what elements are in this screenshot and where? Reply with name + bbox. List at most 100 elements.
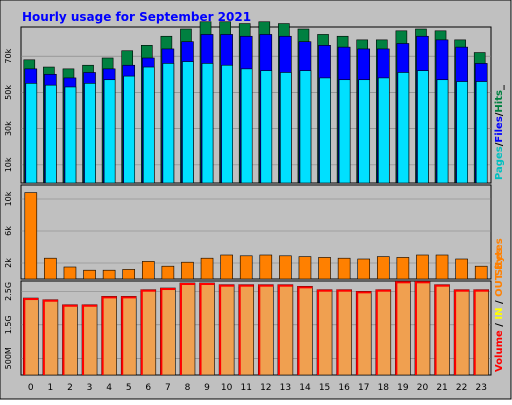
legend-text: Sites <box>494 248 505 276</box>
legend-entry: _ <box>494 85 505 90</box>
x-tick-label: 4 <box>106 383 112 393</box>
bar-volume-2 <box>62 304 78 376</box>
bar-volume-top <box>317 289 333 292</box>
bar-volume-edge <box>258 284 261 375</box>
bar-volume-14 <box>297 286 313 376</box>
x-tick-label: 11 <box>240 383 251 393</box>
x-tick-label: 2 <box>67 383 73 393</box>
bar-volume-0 <box>22 297 39 376</box>
x-tick-label: 6 <box>145 383 151 393</box>
x-tick-label: 1 <box>48 383 54 393</box>
legend-entry: Volume <box>494 330 505 372</box>
legend-text: Volume / IN / OUT Bytes <box>494 238 505 372</box>
x-tick-label: 0 <box>28 383 34 393</box>
bar-pages-15 <box>319 77 331 184</box>
bar-pages-13 <box>280 72 292 184</box>
y-tick-label: 10k <box>4 191 13 206</box>
bar-volume-9 <box>199 282 215 376</box>
x-tick-label: 23 <box>475 383 486 393</box>
x-tick-label: 9 <box>204 383 210 393</box>
bar-volume-top <box>414 281 430 284</box>
bar-volume-1 <box>42 299 59 376</box>
x-tick-label: 8 <box>185 383 191 393</box>
legend-bottom: Volume / IN / OUT Bytes <box>494 238 505 372</box>
bar-volume-8 <box>179 282 196 376</box>
bar-volume-edge <box>317 289 320 375</box>
x-tick-label: 19 <box>397 383 409 393</box>
bar-volume-6 <box>140 289 157 376</box>
x-tick-label: 12 <box>260 383 271 393</box>
y-tick-label: 30k <box>4 121 13 136</box>
bar-volume-edge <box>23 298 26 375</box>
panel-sites: 2k 6k 10k <box>4 184 492 280</box>
bar-volume-4 <box>101 296 117 376</box>
bar-volume-top <box>356 291 372 294</box>
bar-sites-10 <box>220 254 233 280</box>
bar-pages-23 <box>475 81 488 184</box>
bar-volume-3 <box>81 304 98 376</box>
panel-volume: 500M 1.5G 2.5G <box>4 280 492 376</box>
bar-volume-edge <box>219 284 222 375</box>
bar-sites-0 <box>24 192 38 280</box>
bar-sites-17 <box>357 258 371 280</box>
bar-pages-18 <box>377 77 390 184</box>
bar-volume-edge <box>434 284 437 375</box>
bar-volume-22 <box>453 289 470 376</box>
bar-volume-7 <box>160 287 176 376</box>
bar-volume-edge <box>101 296 104 375</box>
bar-volume-20 <box>414 281 431 376</box>
plot-area <box>20 26 492 184</box>
plot-area <box>20 280 492 376</box>
bar-volume-top <box>199 283 215 285</box>
bar-sites-4 <box>102 269 116 280</box>
chart-title: Hourly usage for September 2021 <box>22 10 251 24</box>
bar-volume-edge <box>42 299 45 375</box>
bar-volume-13 <box>277 284 294 376</box>
bar-sites-14 <box>298 256 312 280</box>
bar-volume-edge <box>121 296 124 375</box>
bar-pages-12 <box>260 70 273 184</box>
bar-pages-0 <box>25 83 38 184</box>
bar-sites-16 <box>337 257 351 280</box>
legend-entry: Pages <box>494 146 505 180</box>
bar-pages-7 <box>162 63 175 184</box>
x-tick-label: 3 <box>87 383 93 393</box>
x-tick-label: 17 <box>358 383 369 393</box>
legend-middle: Sites <box>494 248 505 276</box>
bar-pages-3 <box>84 83 96 184</box>
bar-sites-19 <box>396 257 410 280</box>
y-tick-label: 2.5G <box>4 282 13 301</box>
bar-volume-5 <box>120 296 137 376</box>
bar-volume-15 <box>316 289 333 376</box>
x-tick-label: 16 <box>338 383 350 393</box>
bar-volume-top <box>473 289 489 292</box>
bar-volume-top <box>336 289 352 292</box>
bar-pages-14 <box>299 70 312 184</box>
x-tick-label: 20 <box>417 383 429 393</box>
legend-entry: / <box>494 112 505 116</box>
y-tick-label: 6k <box>4 226 13 236</box>
bar-volume-edge <box>160 288 163 375</box>
bar-volume-top <box>140 289 156 292</box>
bar-volume-top <box>82 304 98 307</box>
bar-pages-9 <box>201 63 214 184</box>
bar-volume-16 <box>336 289 352 376</box>
bar-volume-17 <box>355 291 372 376</box>
bar-sites-5 <box>122 269 136 280</box>
bar-volume-top <box>395 281 411 284</box>
plot-area <box>20 184 492 280</box>
bar-pages-1 <box>45 84 57 184</box>
bar-volume-21 <box>434 284 450 376</box>
bar-volume-edge <box>473 289 476 375</box>
bar-volume-top <box>23 298 39 301</box>
bar-sites-18 <box>376 256 390 280</box>
bar-volume-edge <box>297 286 300 375</box>
bar-volume-top <box>434 284 450 287</box>
bar-sites-1 <box>44 257 57 280</box>
legend-entry: / <box>494 297 505 308</box>
bar-volume-edge <box>414 281 417 375</box>
bar-volume-edge <box>179 283 182 375</box>
bar-pages-19 <box>397 72 410 184</box>
bar-sites-7 <box>161 265 175 280</box>
bar-volume-edge <box>454 289 457 375</box>
